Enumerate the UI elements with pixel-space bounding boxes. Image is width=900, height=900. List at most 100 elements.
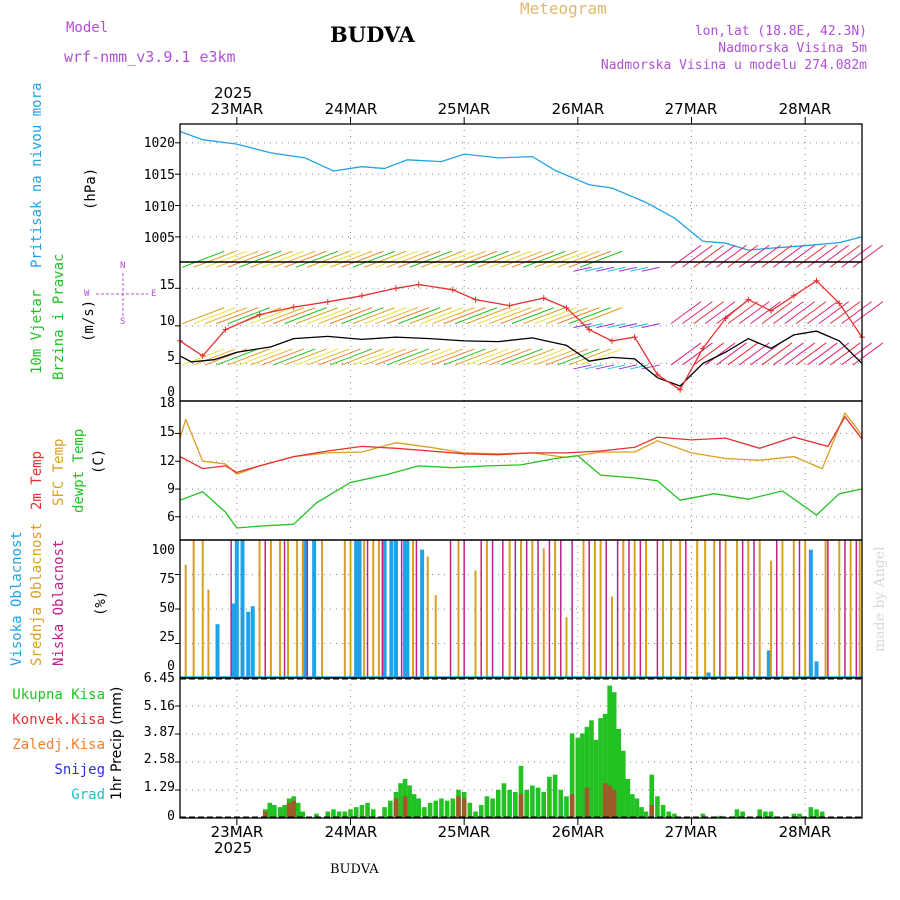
precip-total-bar — [763, 811, 768, 818]
precip-total-bar — [584, 726, 590, 818]
cloud-mid-bar — [426, 556, 429, 678]
cloud-low-bar — [616, 540, 619, 678]
wind-barb — [829, 244, 861, 268]
precip-total-bar — [450, 798, 456, 818]
cloud-mid-bar — [610, 596, 613, 678]
wind-gust-line — [179, 279, 863, 391]
cloud-mid-bar — [508, 540, 511, 678]
wind-barb — [852, 244, 884, 268]
cloud-mid-bar — [343, 540, 346, 678]
wind-barb — [852, 301, 884, 325]
cloud-mid-bar — [758, 540, 761, 678]
cloud-low-bar — [514, 540, 517, 678]
cloud-low-bar — [449, 540, 452, 678]
model-elevation-label: Nadmorska Visina u modelu 274.082m — [600, 58, 867, 73]
wind-barb — [182, 348, 225, 366]
precip-total-bar — [569, 733, 575, 818]
cloud-mid-bar — [593, 540, 596, 678]
wind-barb — [693, 301, 725, 325]
wind-barb — [682, 301, 713, 325]
cloud-low-bar — [366, 540, 369, 678]
wind-barb — [193, 348, 236, 366]
wind-barb — [500, 250, 543, 268]
cloud-mid-bar — [301, 540, 304, 678]
wind-barb — [727, 342, 759, 366]
wind-barb — [204, 250, 248, 268]
top-day-label: 28MAR — [778, 100, 832, 118]
wind-gust-marker — [540, 295, 547, 302]
wind-barb — [557, 348, 600, 366]
dewpt-line — [179, 455, 863, 529]
wind-barb — [238, 250, 282, 268]
wind-gust-marker — [586, 326, 593, 333]
model-name: wrf-nmm_v3.9.1 e3km — [64, 48, 236, 66]
cloud-low-bar — [560, 540, 562, 678]
precip-total-bar — [634, 798, 640, 818]
wind-barb — [761, 244, 793, 268]
wind-gust-marker — [358, 292, 365, 299]
top-day-label: 27MAR — [664, 100, 718, 118]
bottom-day-label: 26MAR — [551, 823, 605, 841]
cloud-mid-bar — [792, 540, 795, 678]
wind-barb — [784, 244, 816, 268]
wind-barb — [227, 250, 270, 268]
legend-hail: Grad — [71, 787, 105, 803]
wind-barb — [307, 307, 350, 325]
wind-barb — [329, 250, 373, 268]
wind-barb — [500, 348, 543, 366]
cloud-high-bar — [403, 540, 408, 678]
precip-total-bar — [541, 791, 547, 818]
wind-legend-north: N — [120, 261, 126, 271]
precip-convective-bar — [518, 794, 524, 818]
wind-barb — [443, 348, 486, 366]
precip-total-bar — [547, 776, 552, 818]
wind-barb — [295, 348, 339, 366]
wind-gust-marker — [290, 304, 297, 311]
wind-barb — [318, 348, 361, 366]
wind-barb — [704, 301, 736, 325]
cloud-mid-bar — [804, 540, 807, 678]
wind-barb — [716, 244, 747, 268]
wind-barb — [607, 266, 626, 272]
cloud-mid-bar — [474, 570, 477, 678]
cloud-mid-bar — [747, 540, 750, 678]
precip-total-bar — [513, 791, 518, 818]
wind-barb — [670, 342, 702, 366]
bottom-day-label: 23MAR — [210, 823, 264, 841]
cloud-mid-bar — [363, 540, 366, 678]
wind-speed-line — [179, 330, 863, 387]
wind-barb — [318, 250, 361, 268]
wind-barb — [466, 307, 509, 325]
bottom-day-label: 28MAR — [778, 823, 832, 841]
wind-gust-marker — [563, 304, 570, 311]
cloud-high-bar — [766, 650, 771, 678]
wind-barb — [841, 342, 872, 366]
wind-legend-west: W — [84, 289, 90, 299]
cloud-mid-bar — [269, 540, 272, 678]
precip-total-bar — [524, 789, 529, 818]
bottom-year-label: 2025 — [214, 839, 253, 857]
precip-total-bar — [439, 798, 444, 818]
cloud-low-bar — [381, 540, 384, 678]
wind-barb — [704, 342, 736, 366]
wind-barb — [568, 250, 611, 268]
cloud-low-bar — [230, 540, 232, 678]
wind-barb — [630, 364, 649, 370]
wind-barb — [409, 307, 452, 325]
wind-barb — [352, 250, 395, 268]
cloud-mid-bar — [279, 540, 282, 678]
precip-tick: 3.87 — [143, 725, 175, 740]
pressure-panel-frame — [179, 123, 863, 263]
wind-barb — [534, 348, 577, 366]
cloud-high-bar — [357, 540, 362, 678]
precip-total-bar — [295, 802, 301, 818]
wind-barb — [250, 307, 293, 325]
wind-barb — [454, 307, 498, 325]
cloud-low-bar — [537, 540, 539, 678]
cloud-high-bar — [215, 624, 220, 678]
bottom-day-label: 25MAR — [437, 823, 491, 841]
precip-total-bar — [495, 789, 501, 818]
wind-barb — [307, 348, 350, 366]
cloud-mid-bar — [770, 560, 773, 678]
precip-total-bar — [272, 804, 277, 818]
